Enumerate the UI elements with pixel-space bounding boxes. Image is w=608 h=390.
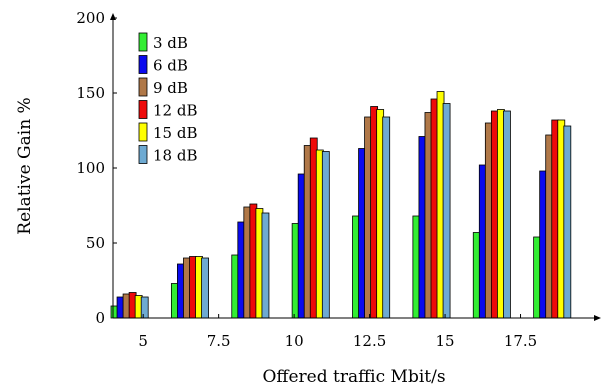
y-tick-label: 200 (76, 9, 105, 27)
bar-18dB-0 (140, 296, 149, 319)
x-tick-label: 10 (285, 332, 304, 350)
bar-18dB-7 (563, 125, 572, 319)
bar-18dB-3 (321, 151, 330, 319)
y-tick-label: 100 (76, 159, 105, 177)
legend: 3 dB 6 dB 9 dB 12 dB 15 dB 18 dB (138, 32, 197, 165)
y-tick-label: 0 (95, 309, 105, 327)
legend-swatch (138, 100, 148, 119)
axes-layer: 0 50 100 150 200 5 7.5 10 12.5 15 17.5 (76, 9, 601, 350)
legend-label: 9 dB (153, 79, 188, 97)
x-tick-label: 15 (436, 332, 455, 350)
bar-18dB-6 (503, 110, 511, 319)
bar-18dB-2 (261, 212, 270, 319)
bar-18dB-1 (201, 257, 209, 319)
bars-layer (110, 91, 572, 319)
x-axis-arrow-icon (594, 315, 601, 321)
x-tick-label: 7.5 (207, 332, 231, 350)
legend-label: 6 dB (153, 57, 188, 75)
legend-label: 18 dB (153, 147, 197, 165)
x-tick-label: 17.5 (504, 332, 537, 350)
legend-swatch (138, 122, 148, 142)
y-tick-label: 150 (76, 84, 105, 102)
bar-18dB-5 (442, 103, 451, 319)
legend-label: 15 dB (153, 124, 197, 142)
y-axis-title: Relative Gain % (15, 97, 35, 234)
legend-label: 3 dB (153, 34, 188, 52)
legend-swatch (138, 32, 148, 52)
x-axis-title: Offered traffic Mbit/s (262, 367, 445, 387)
bar-18dB-4 (382, 116, 391, 319)
y-axis-arrow-icon (110, 13, 116, 20)
legend-swatch (138, 55, 148, 74)
x-tick-label: 5 (138, 332, 148, 350)
y-tick-label: 50 (86, 234, 105, 252)
legend-swatch (138, 77, 148, 97)
legend-swatch (138, 145, 148, 164)
legend-label: 12 dB (153, 102, 197, 120)
x-tick-label: 12.5 (353, 332, 386, 350)
